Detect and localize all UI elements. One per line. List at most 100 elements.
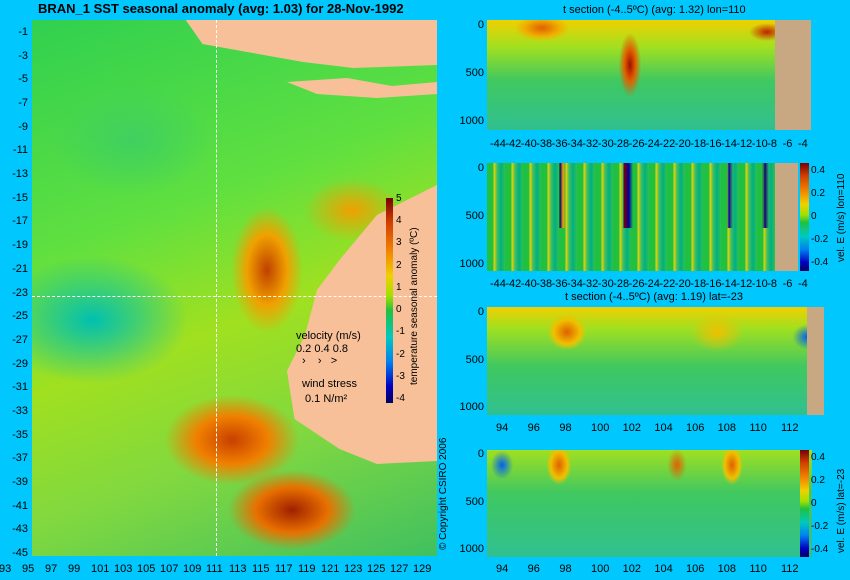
- section1-x-tick: -14: [721, 138, 737, 150]
- section3-y-tick: 1000: [459, 401, 484, 413]
- section4-colorbar-tick: -0.4: [811, 544, 829, 555]
- section2-y-tick: 500: [465, 210, 484, 222]
- section2-heatmap: [487, 163, 798, 271]
- section3-x-tick: 98: [559, 422, 572, 434]
- section1-x-tick: -40: [520, 138, 537, 150]
- map-y-tick: -3: [18, 49, 28, 62]
- section1-x-tick: -12: [736, 138, 753, 150]
- map-y-tick: -25: [12, 310, 28, 323]
- map-x-tick: 111: [206, 563, 223, 575]
- copyright-text: © Copyright CSIRO 2006: [438, 437, 449, 550]
- section4-x-tick: 102: [622, 563, 642, 575]
- velocity-legend-label: velocity (m/s): [296, 330, 361, 342]
- map-y-tick: -37: [12, 452, 28, 465]
- section3-y-tick: 500: [465, 353, 484, 366]
- section1-x-tick: -18: [690, 138, 707, 150]
- section2-x-tick: -16: [705, 278, 722, 290]
- map-y-tick: -33: [12, 404, 28, 417]
- section1-x-tick: -34: [567, 138, 583, 150]
- map-x-tick: 101: [91, 563, 110, 575]
- section1-land: [775, 20, 811, 130]
- section2-colorbar-tick: -0.2: [811, 234, 829, 245]
- map-colorbar-tick: -1: [396, 326, 405, 338]
- map-y-tick: -11: [12, 144, 28, 157]
- section2-x-tick: -40: [520, 278, 537, 290]
- section2-y-tick: 0: [477, 162, 484, 174]
- map-x-tick: 125: [367, 563, 386, 575]
- crosshair-lat: [32, 296, 437, 297]
- crosshair-lon: [216, 20, 217, 556]
- section1-x-tick: -8: [767, 138, 777, 150]
- map-y-tick: -31: [12, 381, 28, 394]
- section4-x-tick: 94: [496, 563, 509, 575]
- map-colorbar-tick: -3: [396, 370, 405, 382]
- section1-x-tick: -36: [551, 138, 568, 150]
- section1-x-tick: -38: [536, 138, 553, 150]
- map-colorbar-tick: 4: [396, 215, 402, 227]
- section1-x-tick: -24: [644, 138, 660, 150]
- section3-land: [807, 307, 824, 415]
- section4-x-tick: 98: [559, 563, 572, 575]
- section4-x-tick: 100: [591, 563, 610, 575]
- map-colorbar-tick: -2: [396, 348, 405, 360]
- map-x-tick: 105: [137, 563, 156, 575]
- section4-y-tick: 1000: [459, 543, 484, 555]
- map-y-tick: -43: [12, 523, 28, 536]
- section2-x-tick: -34: [567, 278, 583, 290]
- section2-colorbar-tick: -0.4: [811, 257, 829, 268]
- map-x-tick: 93: [0, 563, 12, 575]
- section3-x-tick: 94: [496, 422, 509, 434]
- section2-x-tick: -14: [721, 278, 737, 290]
- section3-title: t section (-4..5ºC) (avg: 1.19) lat=-23: [565, 291, 743, 303]
- section3-x-tick: 96: [527, 422, 540, 434]
- section4-colorbar: [800, 450, 809, 557]
- map-y-tick: -35: [12, 428, 28, 441]
- section1-x-tick: -32: [582, 138, 599, 150]
- section4-colorbar-label: vel. E (m/s) lat=-23: [836, 468, 847, 553]
- map-y-tick: -5: [18, 73, 28, 86]
- section2-velocity-bands: [487, 163, 798, 228]
- section2-x-tick: -42: [505, 278, 522, 290]
- map-y-tick: -17: [12, 215, 28, 228]
- section1-y-tick: 1000: [459, 115, 484, 127]
- section2-x-tick: -22: [659, 278, 676, 290]
- map-y-tick: -29: [12, 357, 28, 370]
- section3-x-tick: 106: [686, 422, 705, 434]
- section2-x-tick: -36: [551, 278, 568, 290]
- map-colorbar-label: temperature seasonal anomaly (ºC): [409, 227, 420, 385]
- wind-legend-label: wind stress: [302, 378, 358, 390]
- section4-colorbar-tick: 0.2: [811, 475, 825, 486]
- section2-x-tick: -12: [736, 278, 753, 290]
- section4-y-tick: 500: [465, 495, 484, 508]
- section3-x-tick: 104: [654, 422, 673, 434]
- section4-x-tick: 110: [749, 563, 767, 575]
- section1-x-tick: -6: [782, 138, 793, 150]
- section3-x-tick: 100: [591, 422, 610, 434]
- map-x-tick: 117: [275, 563, 293, 575]
- section4-x-tick: 112: [781, 563, 799, 575]
- velocity-legend-values: 0.2 0.4 0.8: [296, 343, 348, 355]
- section2-x-tick: -30: [597, 278, 614, 290]
- section2-x-tick: -10: [751, 278, 768, 290]
- section4-x-tick: 104: [654, 563, 673, 575]
- section4-x-tick: 106: [686, 563, 705, 575]
- map-y-tick: -9: [18, 120, 28, 133]
- map-x-tick: 113: [229, 563, 247, 575]
- section1-x-tick: -22: [659, 138, 676, 150]
- section3-x-tick: 102: [622, 422, 642, 434]
- map-x-tick: 103: [114, 563, 133, 575]
- section3-x-tick: 112: [781, 422, 799, 434]
- section2-x-tick: -32: [582, 278, 599, 290]
- section3-heatmap: [487, 307, 824, 415]
- section1-y-tick: 500: [465, 67, 484, 79]
- map-x-tick: 97: [45, 563, 58, 575]
- section1-x-tick: -16: [705, 138, 722, 150]
- section2-x-tick: -28: [613, 278, 630, 290]
- map-title: BRAN_1 SST seasonal anomaly (avg: 1.03) …: [38, 1, 404, 16]
- section2-colorbar-label: vel. E (m/s) lon=110: [836, 173, 847, 262]
- section2-x-tick: -6: [782, 278, 793, 290]
- section1-title: t section (-4..5ºC) (avg: 1.32) lon=110: [563, 4, 746, 16]
- section1-x-tick: -28: [613, 138, 630, 150]
- map-y-tick: -7: [18, 97, 28, 110]
- map-x-tick: 121: [321, 563, 340, 575]
